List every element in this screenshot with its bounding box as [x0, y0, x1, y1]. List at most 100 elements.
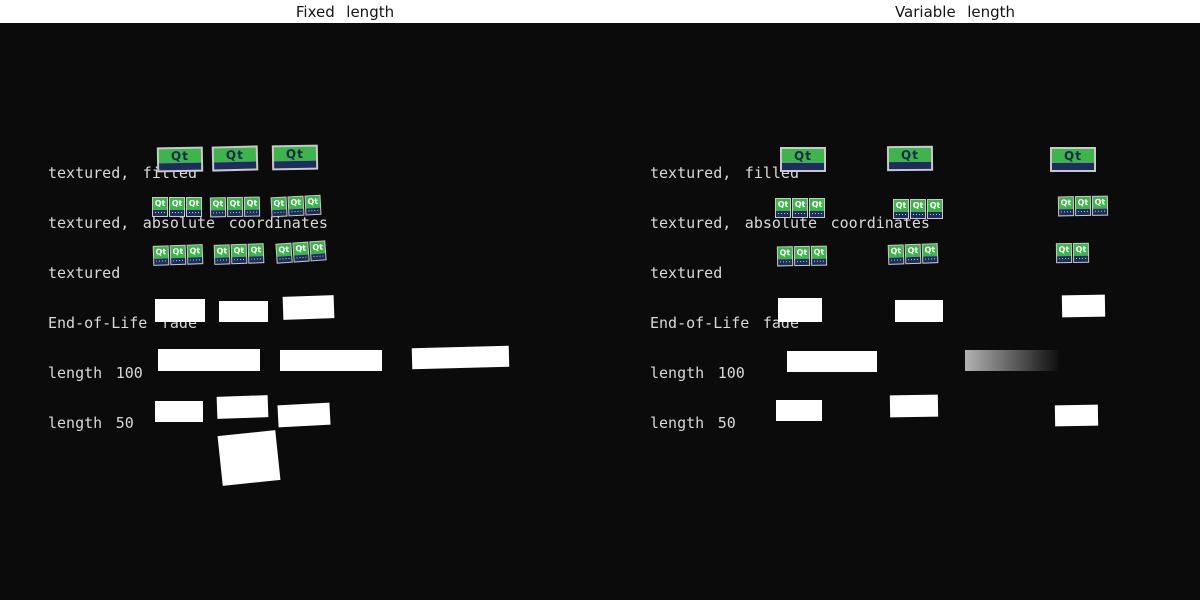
ribbon-quad [158, 349, 260, 371]
qt-tile-mark: Qt [911, 200, 925, 212]
qt-tile-strip [1076, 208, 1091, 216]
qt-tile: Qt [152, 197, 168, 217]
qt-tile-strip [170, 210, 184, 216]
qt-tile-strip [776, 211, 790, 217]
qt-tile-mark: Qt [244, 197, 260, 210]
qt-tile-strip [923, 256, 938, 263]
ribbon-quad [1054, 404, 1099, 427]
qt-tile-mark: Qt [922, 244, 938, 257]
ribbon-quad [411, 345, 510, 370]
ribbon-quad [778, 298, 822, 322]
qt-logo-caption-strip: Built with Qt [1052, 163, 1094, 170]
qt-tile: Qt [226, 196, 244, 218]
qt-tile: Qt [275, 242, 293, 264]
ribbon-quad [787, 351, 877, 372]
ribbon-quad [1061, 294, 1106, 318]
qt-logo-texture: Qt Built with Qt [271, 144, 319, 171]
qt-tile-group: Qt Qt Qt [776, 245, 828, 267]
qt-tile-strip [228, 209, 243, 217]
qt-tile-strip [911, 212, 925, 218]
qt-logo-mark: Qt [213, 147, 257, 163]
qt-tile-mark: Qt [928, 200, 942, 212]
qt-logo-texture: Qt Built with Qt [780, 147, 826, 172]
qt-tile: Qt [1057, 196, 1075, 217]
qt-tile-strip [272, 209, 287, 217]
qt-tile: Qt [213, 244, 231, 265]
qt-tile-mark: Qt [894, 200, 908, 212]
qt-tile-strip [215, 257, 230, 264]
qt-tile: Qt [904, 243, 922, 265]
qt-tile: Qt [1055, 243, 1073, 264]
ribbon-quad-fading [965, 350, 1058, 371]
qt-tile-group: Qt Qt Qt [887, 243, 940, 265]
qt-tile-strip [810, 211, 824, 217]
qt-tile-mark: Qt [293, 242, 309, 256]
ribbon-quad [776, 400, 822, 421]
qt-tile-strip [187, 210, 201, 216]
qt-tile-mark: Qt [170, 198, 184, 210]
qt-tile: Qt [230, 243, 248, 265]
ribbon-quad-large [217, 430, 281, 486]
qt-tile: Qt [810, 245, 828, 266]
qt-tile-strip [1057, 256, 1072, 263]
qt-tile-strip [211, 210, 226, 217]
qt-logo-caption-strip: Built with Qt [782, 163, 824, 170]
qt-tile-strip [311, 253, 326, 261]
qt-tile: Qt [792, 198, 808, 218]
qt-tile: Qt [292, 241, 310, 263]
qt-tile-mark: Qt [276, 243, 292, 257]
qt-logo-mark: Qt [888, 147, 932, 163]
ribbon-quad [219, 301, 268, 322]
qt-tile-group: Qt Qt Qt [1057, 195, 1109, 217]
qt-tile-strip [889, 257, 904, 264]
row-label-textured-absolute: textured, absolute coordinates [650, 214, 930, 232]
qt-tile-strip [294, 254, 309, 262]
qt-tile-strip [906, 256, 921, 264]
row-label-textured: textured [650, 264, 723, 282]
qt-tile-mark: Qt [187, 198, 201, 210]
qt-tile-mark: Qt [288, 196, 304, 210]
qt-logo-mark: Qt [1052, 149, 1094, 163]
qt-tile: Qt [910, 199, 926, 219]
qt-tile-strip [1059, 209, 1074, 216]
qt-tile-mark: Qt [888, 245, 904, 258]
qt-tile-group: Qt Qt Qt [152, 244, 205, 266]
qt-tile-mark: Qt [170, 245, 186, 259]
column-title-fixed-length: Fixed length [295, 3, 395, 21]
qt-tile: Qt [287, 195, 305, 217]
qt-logo-caption-strip: Built with Qt [159, 162, 202, 171]
qt-tile-strip [306, 207, 321, 215]
qt-tile-mark: Qt [153, 198, 167, 210]
qt-tile: Qt [921, 243, 939, 264]
qt-tile-strip [894, 212, 908, 218]
qt-logo-texture: Qt Built with Qt [156, 146, 204, 173]
qt-logo-texture: Qt Built with Qt [211, 145, 259, 172]
qt-tile-strip [232, 256, 247, 264]
qt-tile-mark: Qt [811, 246, 827, 259]
qt-tile: Qt [169, 244, 187, 266]
row-label-length-50: length 50 [650, 414, 736, 432]
qt-tile-mark: Qt [153, 246, 169, 259]
qt-logo-texture: Qt Built with Qt [886, 145, 934, 172]
qt-tile: Qt [169, 197, 185, 217]
qt-tile-mark: Qt [187, 245, 203, 258]
qt-tile-group: Qt Qt Qt [209, 196, 261, 218]
qt-tile-mark: Qt [1092, 196, 1108, 209]
qt-tile: Qt [270, 196, 288, 218]
qt-logo-caption-strip: Built with Qt [274, 160, 317, 169]
row-label-textured-absolute: textured, absolute coordinates [48, 214, 328, 232]
qt-tile-mark: Qt [305, 195, 321, 209]
qt-logo-caption-strip: Built with Qt [214, 161, 257, 170]
row-label-length-50: length 50 [48, 414, 134, 432]
qt-tile: Qt [893, 199, 909, 219]
qt-tile-group: Qt Qt Qt [275, 240, 327, 264]
qt-tile: Qt [309, 240, 327, 262]
header-bar: Fixed length Variable length [0, 0, 1200, 23]
qt-tile: Qt [887, 244, 905, 265]
row-label-length-100: length 100 [48, 364, 143, 382]
qt-tile-strip [153, 210, 167, 216]
qt-tile: Qt [1091, 195, 1109, 216]
qt-tile-mark: Qt [1075, 196, 1091, 210]
row-label-textured: textured [48, 264, 121, 282]
qt-tile-strip [928, 212, 942, 218]
